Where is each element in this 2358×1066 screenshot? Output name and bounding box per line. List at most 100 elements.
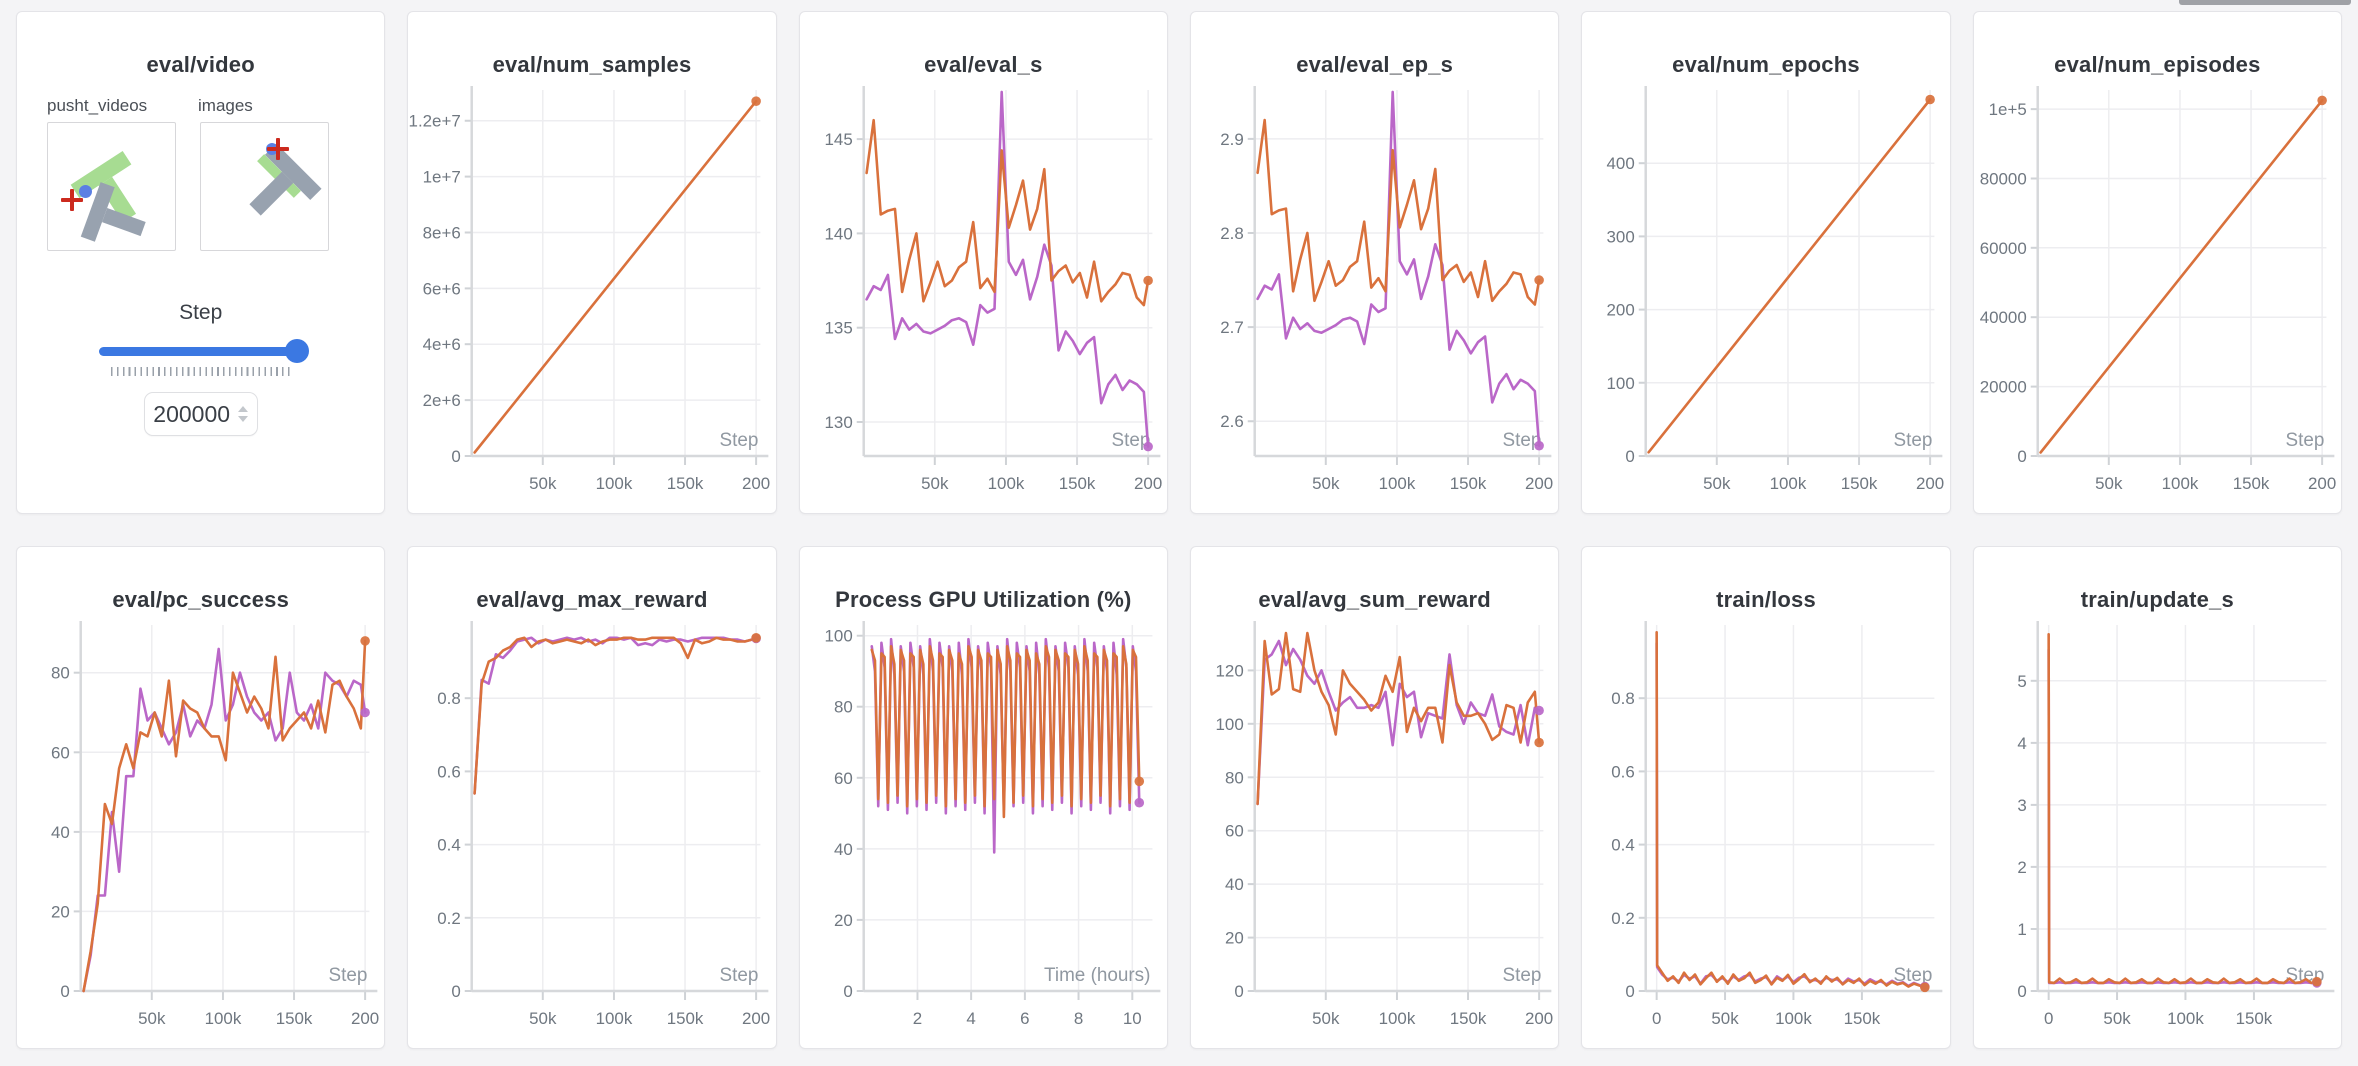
svg-text:0: 0 — [2017, 447, 2026, 466]
step-number-input[interactable]: 200000 — [143, 392, 258, 436]
increment-icon[interactable] — [238, 406, 249, 412]
svg-text:50k: 50k — [529, 474, 557, 493]
step-value[interactable]: 200000 — [153, 400, 231, 427]
decrement-icon[interactable] — [238, 416, 249, 422]
chart-canvas[interactable]: 50k 100k 150k 200 0 2e+6 4e+6 6e+6 8e+6 1e+7 1.2e+… — [408, 80, 775, 510]
svg-text:0.4: 0.4 — [1612, 836, 1636, 855]
svg-text:2.8: 2.8 — [1220, 224, 1244, 243]
svg-text:8: 8 — [1073, 1009, 1082, 1028]
svg-text:150k: 150k — [1841, 474, 1878, 493]
chart-title: train/loss — [1716, 587, 1816, 612]
svg-text:20000: 20000 — [1979, 378, 2026, 397]
svg-text:50k: 50k — [1703, 474, 1731, 493]
chart-title: eval/num_samples — [492, 52, 692, 77]
svg-text:100k: 100k — [1770, 474, 1807, 493]
svg-text:145: 145 — [824, 130, 852, 149]
svg-text:150k: 150k — [1450, 474, 1487, 493]
svg-text:8e+6: 8e+6 — [423, 223, 461, 242]
svg-text:Step: Step — [2285, 430, 2324, 451]
svg-text:0.8: 0.8 — [438, 689, 462, 708]
agent-dot — [79, 185, 92, 198]
panel-title: eval/video — [146, 52, 255, 77]
chart-canvas[interactable]: 50k 100k 150k 200 0 20000 40000 60000 80000 1e+5 S… — [1974, 80, 2341, 510]
svg-text:0: 0 — [2044, 1009, 2053, 1028]
svg-text:100k: 100k — [1775, 1009, 1812, 1028]
svg-text:100k: 100k — [2167, 1009, 2204, 1028]
target-cross — [267, 138, 289, 160]
svg-text:2: 2 — [912, 1009, 921, 1028]
svg-text:0: 0 — [1234, 982, 1243, 1001]
svg-text:400: 400 — [1607, 154, 1635, 173]
svg-text:3: 3 — [2017, 796, 2026, 815]
svg-text:80: 80 — [51, 664, 70, 683]
media-label-images: images — [198, 96, 253, 115]
svg-text:10: 10 — [1123, 1009, 1142, 1028]
chart-canvas[interactable]: 50k 100k 150k 200 130 135 140 145 Step — [800, 80, 1167, 510]
svg-text:20: 20 — [1225, 929, 1244, 948]
svg-text:200: 200 — [742, 474, 770, 493]
svg-text:Step: Step — [720, 430, 759, 451]
svg-text:40000: 40000 — [1979, 308, 2026, 327]
svg-text:Step: Step — [720, 965, 759, 986]
svg-text:150k: 150k — [1058, 474, 1095, 493]
panel-eval-eval-ep-s: eval/eval_ep_s 50k 100k 150k 200 2.6 2.7 2.8 2.… — [1190, 11, 1560, 514]
video-thumbnail-pusht[interactable] — [47, 122, 176, 251]
svg-text:200: 200 — [1916, 474, 1944, 493]
panel-train-update-s: train/update_s 0 50k 100k 150k 0 1 2 3 4 5 Step — [1972, 546, 2342, 1049]
stepper-arrows[interactable] — [238, 406, 249, 422]
svg-text:0: 0 — [452, 447, 461, 466]
svg-text:140: 140 — [824, 224, 852, 243]
svg-text:150k: 150k — [2235, 1009, 2272, 1028]
svg-text:Step: Step — [1894, 430, 1933, 451]
svg-text:6e+6: 6e+6 — [423, 279, 461, 298]
svg-text:20: 20 — [834, 911, 853, 930]
chart-title: eval/num_epochs — [1672, 52, 1860, 77]
video-thumbnail-images[interactable] — [200, 122, 329, 251]
svg-text:0: 0 — [843, 982, 852, 1001]
step-slider-thumb[interactable] — [284, 339, 309, 363]
svg-text:0.6: 0.6 — [1612, 762, 1636, 781]
chart-canvas[interactable]: 50k 100k 150k 200 0 20 40 60 80 Step — [17, 615, 384, 1045]
media-labels: pusht_videos images — [17, 96, 384, 116]
svg-text:80: 80 — [834, 698, 853, 717]
panel-eval-num-episodes: eval/num_episodes 50k 100k 150k 200 0 20000 40… — [1972, 11, 2342, 514]
chart-canvas[interactable]: 50k 100k 150k 200 0 20 40 60 80 100 120 Step — [1191, 615, 1558, 1045]
svg-text:1e+5: 1e+5 — [1988, 100, 2026, 119]
svg-text:150k: 150k — [667, 474, 704, 493]
svg-text:300: 300 — [1607, 227, 1635, 246]
svg-text:0: 0 — [2017, 982, 2026, 1001]
top-scrollbar[interactable] — [2179, 0, 2351, 5]
chart-title: eval/eval_s — [924, 52, 1043, 77]
svg-text:100k: 100k — [987, 474, 1024, 493]
svg-text:200: 200 — [742, 1009, 770, 1028]
svg-text:200: 200 — [1134, 474, 1162, 493]
svg-text:200: 200 — [1607, 301, 1635, 320]
panel-eval-num-epochs: eval/num_epochs 50k 100k 150k 200 0 100 200 300… — [1581, 11, 1951, 514]
step-slider[interactable] — [98, 339, 309, 363]
svg-text:150k: 150k — [2232, 474, 2269, 493]
chart-canvas[interactable]: 0 50k 100k 150k 0 0.2 0.4 0.6 0.8 Step — [1582, 615, 1949, 1045]
svg-text:0: 0 — [1626, 447, 1635, 466]
svg-text:0: 0 — [452, 982, 461, 1001]
svg-text:50k: 50k — [138, 1009, 166, 1028]
chart-title: eval/avg_max_reward — [476, 587, 708, 612]
svg-text:2.6: 2.6 — [1220, 412, 1244, 431]
svg-text:50k: 50k — [921, 474, 949, 493]
media-label-pusht-videos: pusht_videos — [47, 96, 148, 115]
chart-canvas[interactable]: 50k 100k 150k 200 0 100 200 300 400 Step — [1582, 80, 1949, 510]
step-slider-track[interactable] — [98, 347, 303, 356]
svg-text:Step: Step — [1503, 965, 1542, 986]
svg-text:200: 200 — [1525, 474, 1553, 493]
panel-train-loss: train/loss 0 50k 100k 150k 0 0.2 0.4 0.6 0.8 Step — [1581, 546, 1951, 1049]
svg-text:0.4: 0.4 — [438, 836, 462, 855]
chart-canvas[interactable]: 50k 100k 150k 200 2.6 2.7 2.8 2.9 Step — [1191, 80, 1558, 510]
svg-text:20: 20 — [51, 902, 70, 921]
svg-text:1.2e+7: 1.2e+7 — [409, 112, 461, 131]
chart-canvas[interactable]: 50k 100k 150k 200 0 0.2 0.4 0.6 0.8 Step — [408, 615, 775, 1045]
svg-text:Step: Step — [1894, 965, 1933, 986]
svg-text:6: 6 — [1020, 1009, 1029, 1028]
svg-text:0.8: 0.8 — [1612, 689, 1636, 708]
